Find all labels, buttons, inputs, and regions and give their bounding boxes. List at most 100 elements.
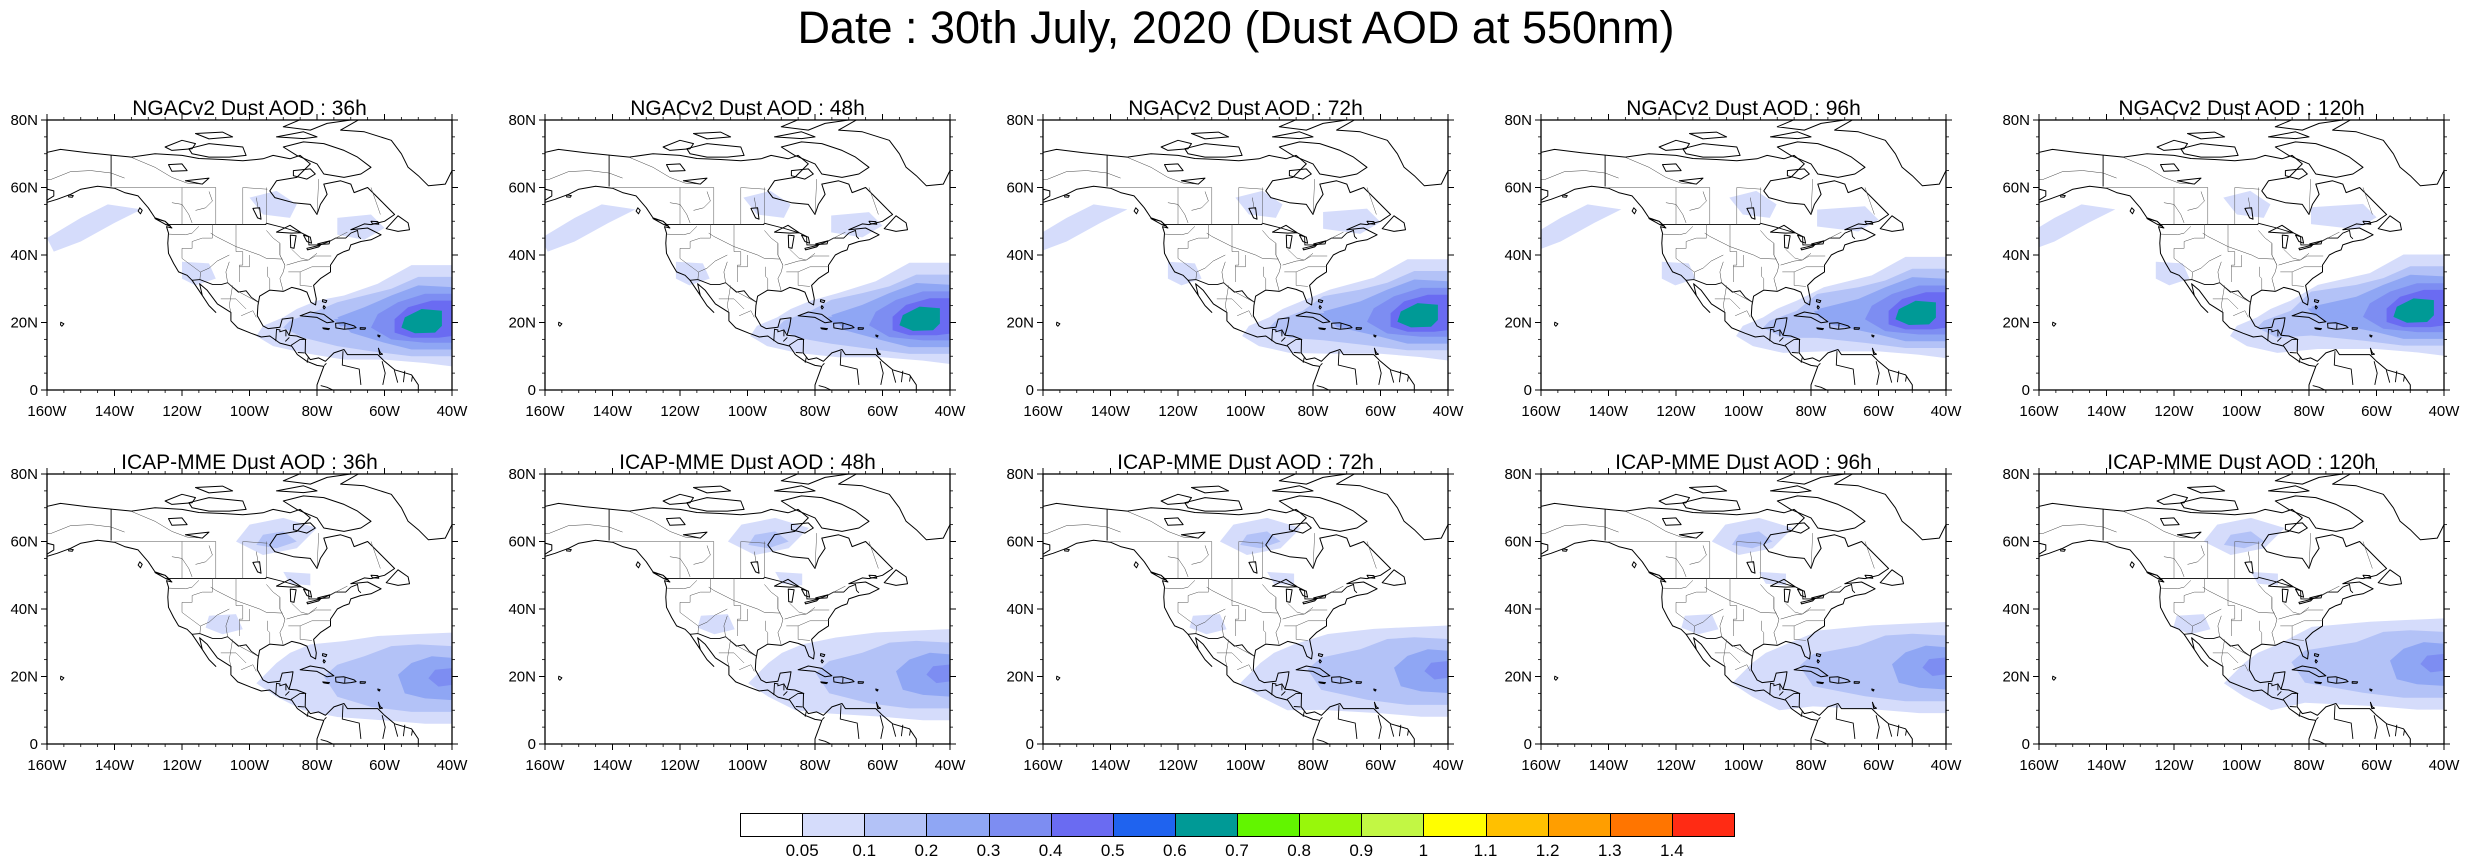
- state-border: [299, 625, 312, 641]
- x-tick-label: 80W: [1796, 403, 1828, 420]
- river-line: [1221, 261, 1256, 303]
- state-border: [1793, 271, 1806, 287]
- lake-outline: [815, 240, 829, 245]
- national-border: [2315, 362, 2319, 367]
- island-outline: [299, 311, 335, 324]
- y-tick-label: 40N: [1006, 601, 1034, 618]
- island-outline: [359, 327, 367, 330]
- lake-outline: [804, 244, 819, 251]
- state-border: [814, 533, 817, 569]
- map-panel: ICAP-MME Dust AOD : 72h 160W 140W 120W 100W 8…: [996, 450, 1464, 774]
- national-border: [1784, 692, 1801, 700]
- x-tick-label: 120W: [1158, 757, 1198, 774]
- river-line: [195, 545, 213, 565]
- river-line: [828, 231, 846, 242]
- coastline: [2180, 143, 2239, 158]
- colorbar-box: [1423, 813, 1487, 837]
- coastline: [188, 143, 247, 158]
- lake-outline: [1285, 234, 1293, 249]
- x-tick-label: 120W: [1158, 403, 1198, 420]
- coastline: [2274, 495, 2364, 532]
- island-outline: [321, 653, 328, 658]
- lake-outline: [2281, 588, 2289, 603]
- river-line: [784, 253, 816, 266]
- river-line: [2202, 232, 2275, 260]
- state-border: [2280, 620, 2324, 627]
- x-tick-label: 160W: [1023, 403, 1063, 420]
- panel-title: ICAP-MME Dust AOD : 96h: [1615, 451, 1872, 474]
- state-border: [1761, 266, 1765, 290]
- island-outline: [652, 218, 669, 227]
- state-border: [1312, 533, 1315, 569]
- river-line: [256, 551, 259, 564]
- river-line: [2322, 231, 2340, 242]
- island-outline: [2362, 220, 2372, 225]
- state-border: [1177, 578, 1209, 627]
- national-border: [839, 351, 860, 385]
- colorbar-box: [1299, 813, 1363, 837]
- lake-outline: [2160, 163, 2180, 172]
- island-outline: [875, 347, 881, 356]
- island-outline: [2327, 676, 2349, 684]
- river-line: [2160, 580, 2192, 590]
- river-line: [199, 254, 230, 280]
- island-outline: [875, 688, 879, 692]
- national-border: [1800, 357, 1803, 363]
- national-border: [1887, 369, 1893, 383]
- lake-outline: [1783, 588, 1791, 603]
- state-border: [2233, 310, 2249, 318]
- dust-aod-contour: [896, 652, 950, 697]
- island-outline: [1793, 665, 1829, 678]
- national-border: [1337, 351, 1358, 385]
- river-line: [171, 556, 193, 577]
- coastline: [838, 120, 950, 187]
- dust-aod-contour: [545, 204, 636, 252]
- river-line: [666, 580, 698, 590]
- dust-aod-contour: [1267, 571, 1295, 586]
- national-border: [341, 705, 362, 739]
- state-border: [2173, 224, 2205, 273]
- panel-title: ICAP-MME Dust AOD : 72h: [1117, 451, 1374, 474]
- lake-outline: [252, 207, 262, 220]
- river-line: [629, 157, 701, 185]
- island-outline: [1150, 572, 1167, 581]
- state-border: [1864, 541, 1875, 569]
- y-tick-label: 80N: [10, 112, 38, 129]
- y-tick-label: 20N: [10, 669, 38, 686]
- y-tick-label: 20N: [10, 315, 38, 332]
- river-line: [1167, 556, 1189, 577]
- coastline: [1689, 485, 1728, 494]
- island-outline: [1562, 548, 1568, 552]
- x-tick-label: 80W: [302, 403, 334, 420]
- coastline: [1336, 120, 1448, 187]
- panel-title: NGACv2 Dust AOD : 72h: [1128, 97, 1363, 120]
- state-border: [220, 298, 247, 310]
- national-border: [1769, 328, 1784, 342]
- state-border: [1735, 310, 1751, 318]
- colorbar-box: [926, 813, 990, 837]
- dust-aod-contour: [1817, 206, 1879, 232]
- national-border: [341, 351, 362, 385]
- state-border: [2212, 652, 2239, 664]
- y-tick-label: 80N: [2002, 466, 2030, 483]
- lake-outline: [317, 594, 331, 599]
- national-border: [1286, 692, 1303, 700]
- coastline: [693, 131, 732, 140]
- state-border: [786, 266, 830, 273]
- lake-outline: [1313, 594, 1327, 599]
- dust-aod-contour: [1240, 531, 1281, 549]
- national-border: [290, 692, 307, 700]
- coastline: [1191, 485, 1230, 494]
- map-plot: 160W 140W 120W 100W 80W 60W 40W 0 20N 40N 60N 80N: [2002, 112, 2460, 420]
- national-border: [1817, 716, 1821, 721]
- lake-outline: [682, 531, 708, 539]
- island-outline: [1150, 218, 1167, 227]
- x-tick-label: 160W: [2019, 403, 2059, 420]
- dust-aod-contour: [2270, 315, 2295, 328]
- lake-outline: [306, 244, 321, 251]
- national-border: [1875, 361, 1880, 385]
- dust-aod-contour: [182, 261, 216, 286]
- y-tick-label: 0: [528, 736, 536, 753]
- island-outline: [377, 347, 383, 356]
- x-tick-label: 140W: [593, 403, 633, 420]
